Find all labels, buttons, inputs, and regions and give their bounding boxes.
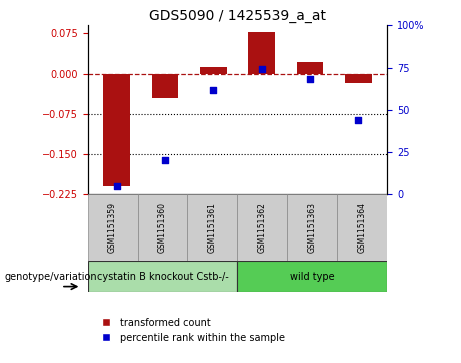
Text: GSM1151361: GSM1151361 (208, 202, 217, 253)
Text: GSM1151360: GSM1151360 (158, 202, 167, 253)
Bar (103, 74, 130, 186)
Bar (237, 261, 387, 292)
Text: GSM1151364: GSM1151364 (358, 202, 367, 253)
Bar (287, 194, 337, 261)
Bar (345, 74, 372, 83)
Point (306, 77, 313, 82)
Point (210, 87, 217, 93)
Bar (296, 62, 323, 74)
Point (113, 183, 120, 189)
Bar (337, 194, 387, 261)
Point (258, 66, 265, 72)
Point (161, 158, 169, 163)
Bar (152, 74, 178, 98)
Bar (200, 67, 226, 74)
Text: wild type: wild type (290, 272, 335, 282)
Title: GDS5090 / 1425539_a_at: GDS5090 / 1425539_a_at (149, 9, 326, 23)
Bar (248, 32, 275, 74)
Bar (188, 194, 237, 261)
Text: GSM1151362: GSM1151362 (258, 202, 267, 253)
Text: GSM1151363: GSM1151363 (308, 202, 317, 253)
Bar (88, 194, 137, 261)
Text: GSM1151359: GSM1151359 (108, 202, 117, 253)
Bar (88, 261, 237, 292)
Bar (137, 194, 188, 261)
Text: cystatin B knockout Cstb-/-: cystatin B knockout Cstb-/- (97, 272, 228, 282)
Point (355, 117, 362, 123)
Text: genotype/variation: genotype/variation (5, 272, 97, 282)
Legend: transformed count, percentile rank within the sample: transformed count, percentile rank withi… (93, 314, 289, 347)
Bar (237, 194, 287, 261)
